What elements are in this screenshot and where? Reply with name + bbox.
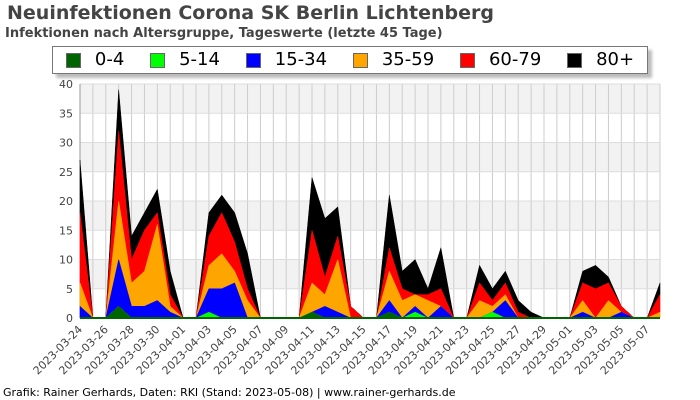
y-tick-label: 20: [59, 195, 73, 208]
y-tick-label: 35: [59, 107, 73, 120]
y-tick-label: 0: [66, 312, 73, 325]
legend-item: 80+: [567, 49, 634, 71]
legend-item: 15-34: [245, 49, 328, 71]
legend-swatch: [245, 52, 261, 68]
legend-label: 60-79: [488, 49, 542, 70]
legend-item: 5-14: [150, 49, 220, 71]
chart-title: Neuinfektionen Corona SK Berlin Lichtenb…: [7, 2, 495, 24]
legend-swatch: [150, 52, 166, 68]
y-tick-label: 40: [59, 78, 73, 91]
y-tick-label: 30: [59, 137, 73, 150]
legend-swatch: [567, 52, 583, 68]
y-tick-label: 5: [66, 283, 73, 296]
legend-item: 0-4: [65, 49, 125, 71]
legend-label: 0-4: [94, 49, 125, 70]
legend: 0-4 5-14 15-34 35-59 60-79 80+: [52, 46, 648, 74]
footer-credit: Grafik: Rainer Gerhards, Daten: RKI (Sta…: [3, 386, 456, 399]
legend-label: 80+: [596, 49, 635, 70]
grid-band: [80, 259, 660, 289]
legend-label: 5-14: [179, 49, 220, 70]
legend-item: 60-79: [459, 49, 542, 71]
legend-swatch: [352, 52, 368, 68]
y-tick-label: 15: [59, 224, 73, 237]
grid-band: [80, 142, 660, 172]
legend-item: 35-59: [352, 49, 435, 71]
y-tick-label: 25: [59, 166, 73, 179]
grid-band: [80, 201, 660, 231]
legend-label: 35-59: [381, 49, 435, 70]
legend-swatch: [65, 52, 81, 68]
legend-swatch: [459, 52, 475, 68]
chart-subtitle: Infektionen nach Altersgruppe, Tageswert…: [5, 26, 443, 41]
y-tick-label: 10: [59, 254, 73, 267]
legend-label: 15-34: [274, 49, 328, 70]
grid-band: [80, 84, 660, 114]
